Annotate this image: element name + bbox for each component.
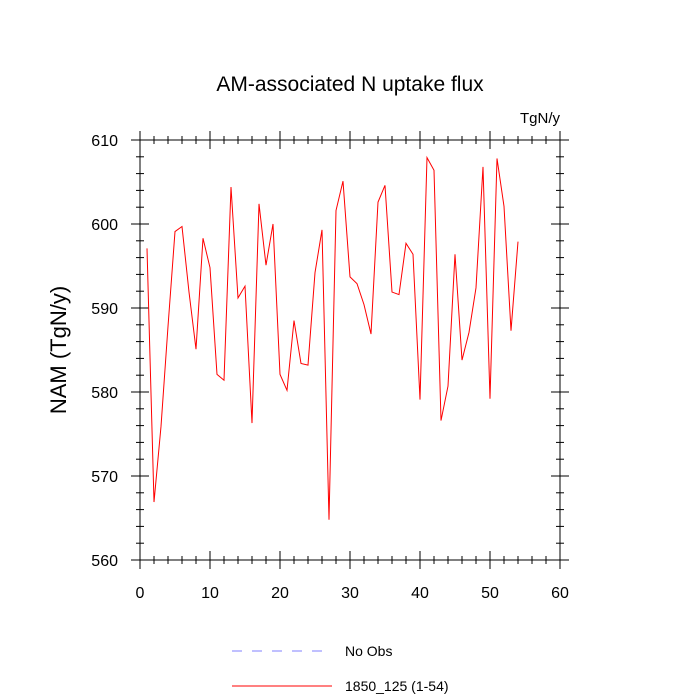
x-tick-label: 20 bbox=[271, 585, 289, 602]
y-tick-label: 590 bbox=[91, 301, 118, 318]
tick-labels: 0 10 20 30 40 50 60 560 570 580 590 600 610 bbox=[91, 133, 569, 602]
series-lines bbox=[146, 155, 519, 520]
chart-title: AM-associated N uptake flux bbox=[216, 73, 484, 96]
series-line bbox=[146, 155, 519, 520]
units-label: TgN/y bbox=[520, 110, 561, 127]
y-tick-label: 560 bbox=[91, 553, 118, 570]
plot-frame bbox=[139, 139, 561, 561]
y-tick-label: 600 bbox=[91, 217, 118, 234]
x-tick-label: 60 bbox=[551, 585, 569, 602]
legend-label: No Obs bbox=[345, 643, 392, 659]
legend-label: 1850_125 (1-54) bbox=[345, 678, 449, 694]
x-tick-label: 50 bbox=[481, 585, 499, 602]
x-tick-label: 30 bbox=[341, 585, 359, 602]
y-tick-label: 610 bbox=[91, 133, 118, 150]
legend: No Obs 1850_125 (1-54) bbox=[232, 643, 449, 694]
y-axis-label: NAM (TgN/y) bbox=[46, 286, 71, 414]
y-tick-label: 570 bbox=[91, 469, 118, 486]
x-tick-label: 40 bbox=[411, 585, 429, 602]
y-tick-label: 580 bbox=[91, 385, 118, 402]
x-tick-label: 10 bbox=[201, 585, 219, 602]
axis-ticks bbox=[131, 131, 569, 569]
x-tick-label: 0 bbox=[136, 585, 145, 602]
